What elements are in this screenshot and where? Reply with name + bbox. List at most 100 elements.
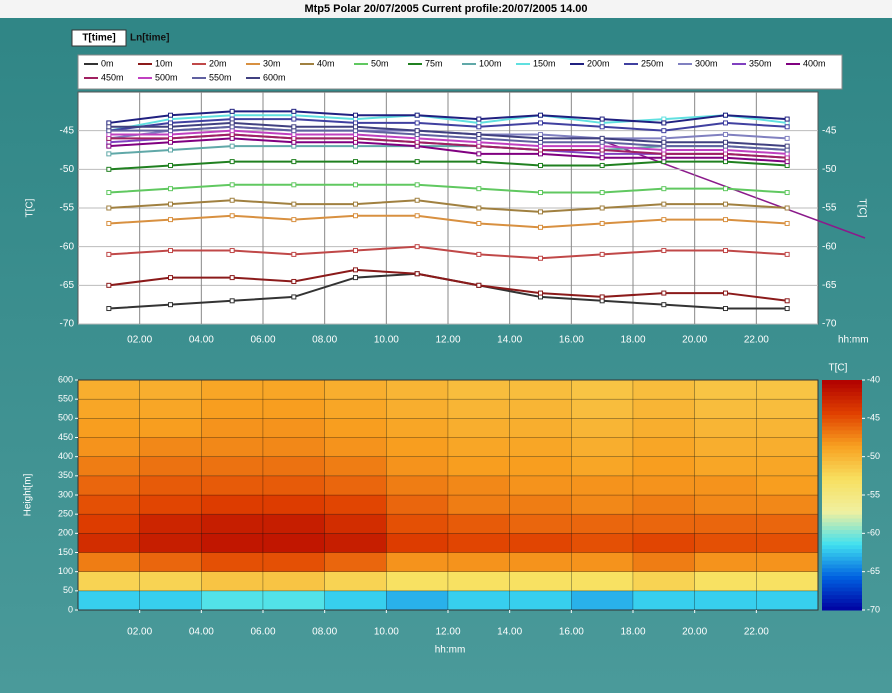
heat-cell	[139, 379, 202, 400]
marker	[168, 275, 173, 281]
heat-cell	[571, 475, 634, 496]
heat-cell	[571, 590, 634, 611]
heat-cell	[756, 513, 819, 534]
y-tick-label: 150	[58, 547, 73, 557]
x-tick-label: 08.00	[312, 627, 337, 638]
y-tick-label: -50	[60, 164, 75, 175]
colorbar-step	[822, 449, 862, 454]
y-tick-label: -45	[60, 125, 75, 136]
heat-cell	[324, 379, 387, 400]
heat-cell	[632, 418, 695, 438]
heat-cell	[262, 494, 325, 515]
x-tick-label: 12.00	[435, 627, 460, 638]
heat-cell	[509, 533, 572, 553]
heat-cell	[756, 437, 819, 457]
colorbar-step	[822, 403, 862, 408]
legend-label: 200m	[587, 58, 610, 68]
heat-cell	[509, 398, 572, 419]
y2-axis-label: T[C]	[856, 199, 867, 218]
colorbar-tick-label: -50	[867, 451, 880, 461]
marker	[476, 251, 482, 257]
colorbar-step	[822, 529, 862, 534]
tab-active[interactable]	[71, 29, 127, 47]
marker	[476, 132, 482, 138]
marker	[538, 224, 543, 230]
marker	[229, 159, 235, 165]
marker	[414, 112, 420, 118]
heat-cell	[262, 456, 325, 477]
heat-cell	[386, 437, 449, 457]
marker	[723, 132, 728, 138]
heat-cell	[139, 513, 202, 534]
x-tick-label: 16.00	[559, 627, 584, 638]
heat-cell	[201, 552, 264, 572]
marker	[784, 298, 790, 304]
series-line	[108, 133, 788, 159]
heat-cell	[201, 418, 264, 438]
marker	[661, 139, 667, 145]
marker	[229, 248, 235, 254]
heat-cell	[571, 379, 634, 400]
marker	[106, 251, 112, 257]
marker	[538, 190, 543, 196]
marker	[538, 112, 543, 118]
colorbar-step	[822, 587, 862, 592]
marker	[784, 306, 790, 312]
legend-label: 10m	[155, 58, 173, 68]
heat-cell	[201, 456, 264, 477]
heat-cell	[262, 533, 325, 553]
legend-label: 0m	[101, 58, 114, 68]
marker	[599, 135, 605, 141]
tab-label[interactable]: Ln[time]	[130, 33, 169, 44]
colorbar-step	[822, 606, 862, 611]
heat-cell	[262, 379, 325, 400]
heat-cell	[201, 590, 264, 611]
marker	[784, 190, 790, 196]
colorbar-step	[822, 560, 862, 565]
heat-cell	[324, 475, 387, 496]
colorbar-step	[822, 410, 862, 415]
heat-cell	[571, 533, 634, 553]
heat-cell	[324, 571, 387, 592]
legend-label: 150m	[533, 58, 556, 68]
y2-tick-label: -70	[822, 319, 837, 330]
x-tick-label: 20.00	[682, 335, 707, 346]
colorbar-step	[822, 506, 862, 511]
marker	[353, 112, 358, 118]
heat-cell	[509, 475, 572, 496]
marker	[538, 162, 543, 168]
marker	[106, 143, 112, 149]
legend-label: 30m	[263, 58, 281, 68]
heat-cell	[632, 437, 695, 457]
heat-cell	[756, 379, 819, 400]
colorbar-step	[822, 468, 862, 473]
heat-cell	[571, 552, 634, 572]
heat-cell	[139, 494, 202, 515]
marker	[414, 159, 420, 165]
marker	[476, 282, 482, 288]
marker	[414, 182, 420, 188]
colorbar-step	[822, 491, 862, 496]
heat-cell	[571, 456, 634, 477]
marker	[168, 124, 173, 130]
x-tick-label: 02.00	[127, 335, 152, 346]
tab-label[interactable]: T[time]	[82, 33, 115, 44]
marker	[353, 248, 358, 254]
x-tick-label: 06.00	[250, 335, 275, 346]
y2-tick-label: -55	[822, 203, 837, 214]
marker	[599, 294, 605, 300]
colorbar-label: T[C]	[829, 363, 848, 374]
marker	[291, 124, 297, 130]
marker	[414, 213, 420, 219]
heat-cell	[571, 494, 634, 515]
marker	[168, 162, 173, 168]
heat-cell	[77, 418, 140, 438]
heat-cell	[139, 533, 202, 553]
heat-cell	[262, 398, 325, 419]
y-tick-label: 350	[58, 470, 73, 480]
heat-cell	[77, 513, 140, 534]
heat-cell	[201, 475, 264, 496]
marker	[599, 124, 605, 130]
heat-cell	[201, 533, 264, 553]
marker	[106, 166, 112, 172]
